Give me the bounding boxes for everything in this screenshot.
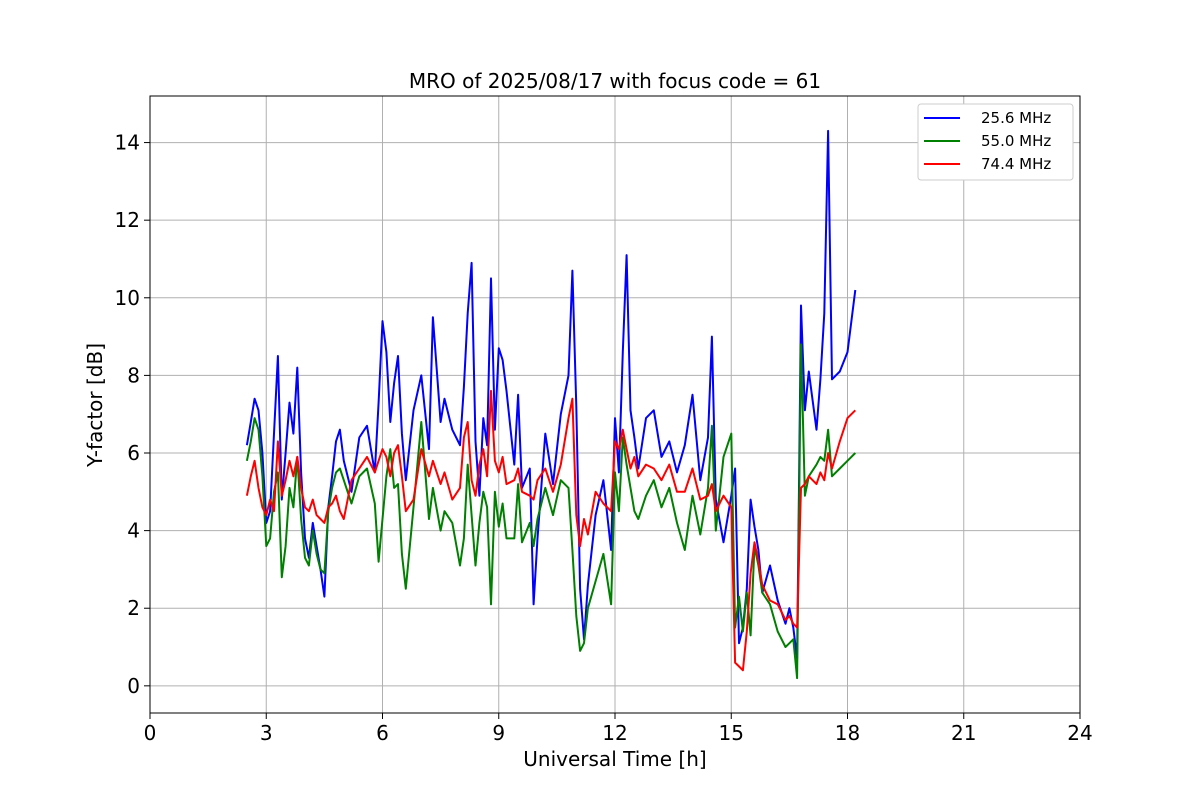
x-tick-label: 18 (835, 721, 860, 745)
x-tick-label: 15 (719, 721, 744, 745)
series-line-2 (245, 389, 857, 672)
x-tick-label: 6 (376, 721, 389, 745)
y-tick-label: 2 (127, 596, 140, 620)
y-tick-label: 10 (115, 286, 140, 310)
legend-label-1: 55.0 MHz (981, 132, 1051, 150)
y-tick-label: 8 (127, 363, 140, 387)
x-tick-label: 9 (492, 721, 505, 745)
legend-label-0: 25.6 MHz (981, 109, 1051, 127)
x-tick-label: 24 (1067, 721, 1092, 745)
y-tick-label: 14 (115, 131, 140, 155)
x-axis-label: Universal Time [h] (523, 747, 706, 771)
x-tick-label: 21 (951, 721, 976, 745)
x-tick-label: 3 (260, 721, 273, 745)
chart-title: MRO of 2025/08/17 with focus code = 61 (409, 69, 821, 93)
y-tick-label: 6 (127, 441, 140, 465)
y-tick-label: 12 (115, 208, 140, 232)
legend-box (917, 103, 1074, 181)
y-tick-label: 4 (127, 519, 140, 543)
legend: 25.6 MHz 55.0 MHz 74.4 MHz (917, 103, 1074, 181)
y-axis-label: Y-factor [dB] (83, 343, 107, 468)
x-tick-label: 0 (144, 721, 157, 745)
x-tick-label: 12 (602, 721, 627, 745)
y-tick-label: 0 (127, 674, 140, 698)
legend-label-2: 74.4 MHz (981, 155, 1051, 173)
series-line-1 (245, 343, 857, 680)
series-lines (245, 129, 857, 680)
